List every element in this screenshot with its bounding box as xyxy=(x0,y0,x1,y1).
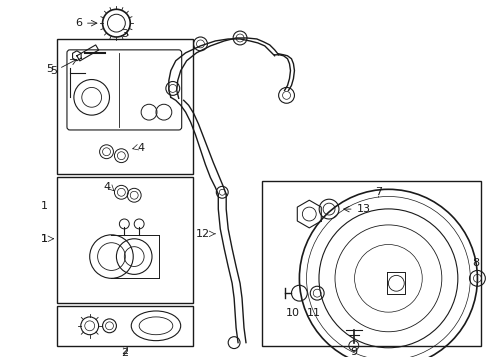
Text: 11: 11 xyxy=(306,308,321,318)
Bar xyxy=(57,177,192,303)
Text: 6: 6 xyxy=(75,18,82,28)
Text: 2: 2 xyxy=(121,347,128,357)
Text: 4: 4 xyxy=(137,143,144,153)
Text: 1: 1 xyxy=(41,234,48,244)
Text: 4: 4 xyxy=(103,182,110,192)
Text: 7: 7 xyxy=(374,187,381,197)
Text: 12: 12 xyxy=(195,229,209,239)
Text: 1: 1 xyxy=(41,201,48,211)
Text: 3: 3 xyxy=(121,29,127,39)
Text: 10: 10 xyxy=(285,308,299,318)
Bar xyxy=(57,39,192,175)
Bar xyxy=(261,181,480,346)
Text: 1: 1 xyxy=(41,234,48,244)
Text: 13: 13 xyxy=(356,204,370,214)
Bar xyxy=(57,306,192,346)
Text: 9: 9 xyxy=(349,347,357,356)
Text: 5: 5 xyxy=(50,66,58,76)
Text: 8: 8 xyxy=(471,258,478,269)
Text: 2: 2 xyxy=(121,346,128,356)
Text: 5: 5 xyxy=(46,64,54,74)
